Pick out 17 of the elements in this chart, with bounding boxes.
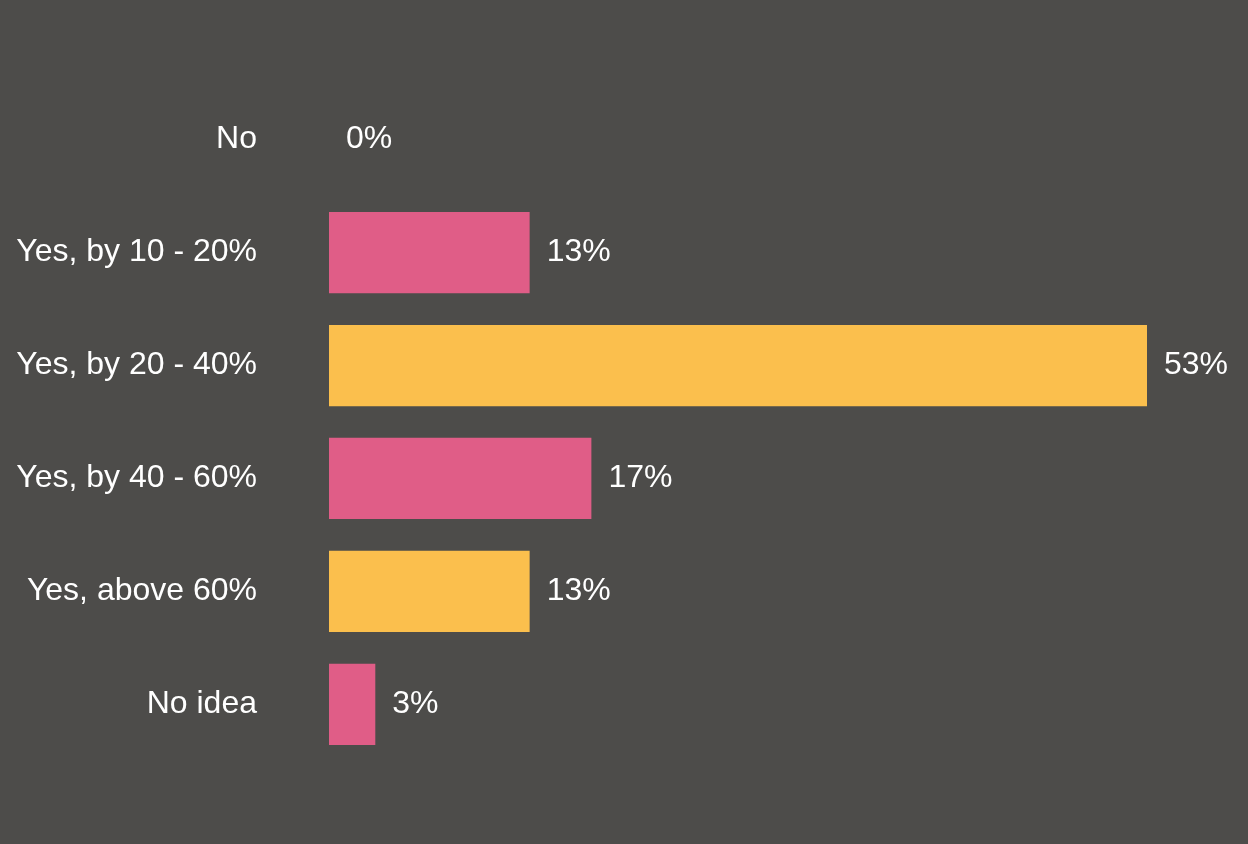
bar [329, 550, 530, 633]
data-label: 53% [1164, 345, 1229, 382]
bar [329, 437, 592, 520]
y-tick-label: No idea [146, 684, 258, 721]
data-label: 3% [392, 684, 439, 721]
bar [329, 211, 530, 294]
y-tick-label: Yes, by 10 - 20% [16, 232, 257, 269]
y-tick-label: Yes, above 60% [26, 571, 257, 608]
y-tick-label: No [216, 119, 257, 156]
data-label: 17% [608, 458, 673, 495]
data-label: 0% [346, 119, 393, 156]
bar [329, 324, 1147, 407]
y-tick-label: Yes, by 40 - 60% [16, 458, 257, 495]
data-label: 13% [546, 571, 611, 608]
y-tick-label: Yes, by 20 - 40% [16, 345, 257, 382]
bar [329, 663, 376, 745]
data-label: 13% [546, 232, 611, 269]
